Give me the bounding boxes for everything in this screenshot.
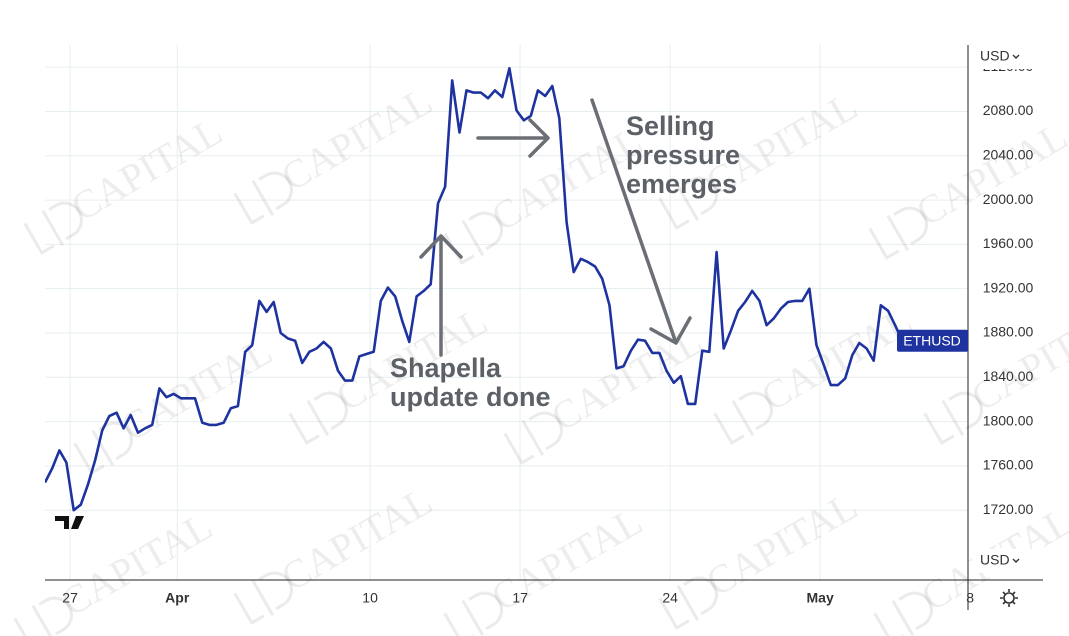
- y-tick-label: 2080.00: [983, 102, 1034, 118]
- watermark-logo: [868, 206, 928, 260]
- x-tick-label: 10: [362, 590, 378, 606]
- watermark-logo: [13, 596, 73, 636]
- watermark-logo: [873, 591, 933, 636]
- y-tick-label: 1760.00: [983, 457, 1034, 473]
- arrow-up: [419, 234, 463, 357]
- y-tick-label: 2000.00: [983, 191, 1034, 207]
- gear-teeth[interactable]: [1000, 589, 1018, 607]
- x-tick-label: Apr: [165, 590, 190, 606]
- watermark-logo: [658, 176, 718, 230]
- annotation-arrows: [419, 98, 692, 357]
- watermark-logo: [233, 571, 293, 625]
- watermark-logo: [233, 171, 293, 225]
- dropdown-caret[interactable]: [1012, 54, 1020, 59]
- plot-area: [45, 67, 904, 512]
- y-tick-label: 1840.00: [983, 368, 1034, 384]
- watermark-logo: [443, 211, 503, 265]
- y-tick-label: 2040.00: [983, 146, 1034, 162]
- arrow-down: [590, 98, 692, 345]
- currency-selector[interactable]: USD: [980, 48, 1010, 64]
- currency-bg[interactable]: [972, 549, 1042, 573]
- price-line: [45, 67, 904, 512]
- annotation-text: update done: [390, 382, 551, 412]
- settings-icon[interactable]: [1000, 589, 1018, 607]
- watermark-logo: [288, 391, 348, 445]
- y-tick-label: 1720.00: [983, 501, 1034, 517]
- last-price-badge: [897, 329, 968, 352]
- watermark-logo: [503, 411, 563, 465]
- annotation-text: emerges: [626, 169, 737, 199]
- watermark-logo: [713, 391, 773, 445]
- y-tick-label: 1880.00: [983, 324, 1034, 340]
- y-tick-label: 1960.00: [983, 235, 1034, 251]
- x-tick-label: 24: [662, 590, 678, 606]
- annotation-text: pressure: [626, 140, 740, 170]
- logo-shape: [55, 516, 84, 529]
- annotation-text: Selling: [626, 111, 715, 141]
- watermark-logo: [923, 391, 983, 445]
- arrow-right: [476, 118, 550, 158]
- dropdown-caret[interactable]: [1012, 558, 1020, 563]
- x-tick-label: 17: [512, 590, 528, 606]
- y-tick-label: 1920.00: [983, 279, 1034, 295]
- tradingview-logo: [55, 516, 84, 529]
- grid: [45, 45, 968, 580]
- x-tick-label: 8: [966, 590, 974, 606]
- watermark-logo: [443, 591, 503, 636]
- gear-center[interactable]: [1003, 592, 1015, 604]
- watermark-logo: [658, 576, 718, 630]
- watermark-logo: [23, 201, 83, 255]
- x-tick-label: May: [807, 590, 834, 606]
- currency-bg[interactable]: [972, 45, 1042, 69]
- series-label: ETHUSD: [903, 332, 961, 348]
- currency-selector[interactable]: USD: [980, 552, 1010, 568]
- x-tick-label: 27: [62, 590, 78, 606]
- annotation-text: Shapella: [390, 353, 502, 383]
- y-tick-label: 1800.00: [983, 412, 1034, 428]
